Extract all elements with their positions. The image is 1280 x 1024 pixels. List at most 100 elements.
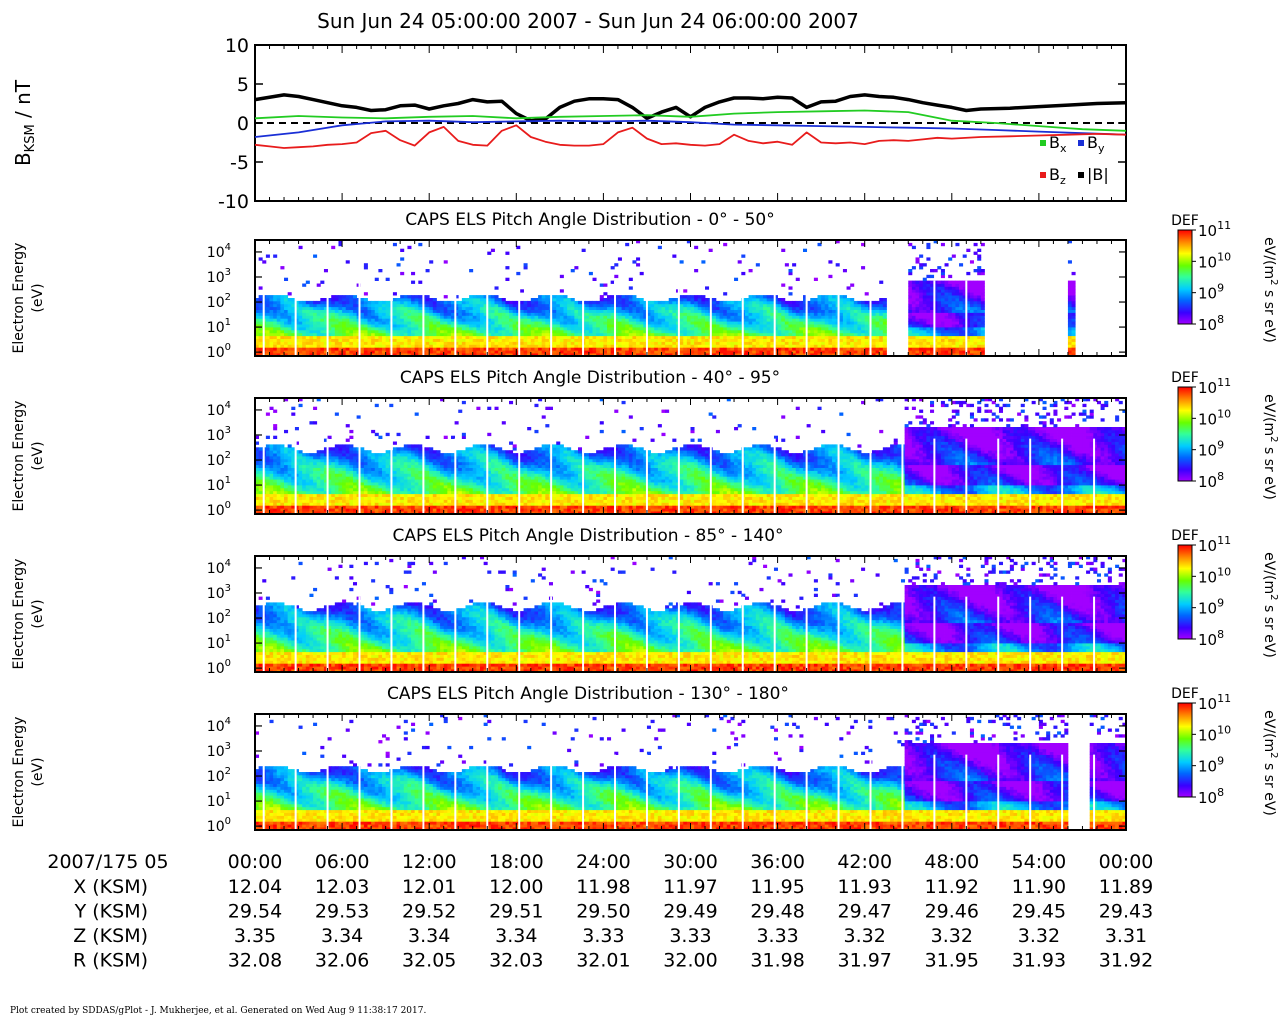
spectrogram-cell <box>414 321 419 325</box>
spectrogram-cell <box>258 303 263 308</box>
spectrogram-cell <box>933 341 938 345</box>
spectrogram-cell <box>429 324 434 328</box>
spectrogram-cell <box>948 292 953 296</box>
spectrogram-cell <box>450 321 456 325</box>
spectrogram-cell <box>530 327 535 331</box>
spectrogram-cell <box>828 324 833 328</box>
spectrogram-cell <box>374 338 379 342</box>
spectrogram-cell <box>552 318 557 322</box>
spectrogram-cell <box>788 335 793 339</box>
spectrogram-cell <box>367 344 372 348</box>
spectrogram-cell <box>879 321 884 325</box>
spectrogram-cell <box>875 324 880 328</box>
spectrogram-cell <box>773 332 778 337</box>
spectrogram-cell <box>552 303 557 308</box>
spectrogram-cell <box>494 286 499 290</box>
spectrogram-cell <box>966 335 971 339</box>
spectrogram-cell <box>933 289 938 293</box>
spectrogram-cell <box>483 335 488 339</box>
spectrogram-cell <box>345 353 350 357</box>
spectrogram-cell <box>723 347 728 351</box>
spectrogram-cell <box>563 324 568 328</box>
spectrogram-cell <box>603 324 608 328</box>
spectrogram-cell <box>712 353 717 357</box>
spectrogram-cell <box>926 350 931 354</box>
spectrogram-cell <box>734 318 739 322</box>
spectrogram-cell <box>578 344 583 348</box>
spectrogram-cell <box>269 444 274 448</box>
spectrogram-cell <box>657 318 662 322</box>
spectrogram-cell <box>316 318 321 322</box>
spectrogram-cell <box>821 329 826 334</box>
spectrogram-cell <box>570 353 575 357</box>
spectrogram-cell <box>752 312 757 316</box>
spectrogram-cell <box>534 324 539 328</box>
spectrogram-cell <box>447 321 452 325</box>
spectrogram-cell <box>639 271 644 276</box>
spectrogram-cell <box>665 332 670 337</box>
spectrogram-cell <box>911 315 916 319</box>
spectrogram-cell <box>628 347 633 351</box>
spectrogram-cell <box>458 303 463 308</box>
spectrogram-cell <box>705 309 710 313</box>
spectrogram-cell <box>977 292 982 296</box>
spectrogram-cell <box>258 298 263 302</box>
spectrogram-cell <box>559 289 564 293</box>
spectrogram-cell <box>610 303 615 308</box>
spectrogram-cell <box>930 350 935 354</box>
spectrogram-cell <box>632 300 637 305</box>
spectrogram-cell <box>911 303 916 308</box>
spectrogram-cell <box>258 479 263 483</box>
spectrogram-cell <box>748 327 753 331</box>
spectrogram-cell <box>342 298 347 302</box>
spectrogram-cell <box>476 312 481 316</box>
spectrogram-cell <box>817 350 822 354</box>
mag-ylabel-main: B <box>11 152 35 166</box>
spectrogram-cell <box>374 321 379 325</box>
spectrogram-cell <box>345 338 350 342</box>
spec-ytick-label: 102 <box>207 292 231 311</box>
spectrogram-cell <box>661 312 666 316</box>
spectrogram-cell <box>679 303 684 308</box>
spectrogram-cell <box>824 350 829 354</box>
spectrogram-cell <box>781 353 786 357</box>
spectrogram-cell <box>781 338 786 342</box>
spectrogram-cell <box>287 458 292 463</box>
spectrogram-cell <box>646 309 651 313</box>
spectrogram-cell <box>821 350 826 354</box>
spectrogram-cell <box>512 324 517 328</box>
spectrogram-cell <box>385 315 390 319</box>
spectrogram-cell <box>258 341 263 345</box>
spectrogram-cell <box>665 353 670 357</box>
spectrogram-cell <box>948 350 953 354</box>
spectrogram-cell <box>730 353 735 357</box>
spec-ytick-base: 10 <box>207 295 225 311</box>
spectrogram-cell <box>777 318 782 322</box>
spectrogram-cell <box>962 335 967 339</box>
spectrogram-cell <box>265 508 270 512</box>
spectrogram-cell <box>476 335 481 339</box>
spectrogram-cell <box>458 341 463 345</box>
spectrogram-cell <box>603 338 608 342</box>
spectrogram-cell <box>969 353 974 357</box>
spectrogram-cell <box>494 295 499 299</box>
spectrogram-cell <box>803 327 808 331</box>
spectrogram-cell <box>574 321 579 325</box>
spectrogram-cell <box>527 318 532 322</box>
spectrogram-cell <box>265 493 270 497</box>
spectrogram-cell <box>302 318 307 322</box>
figure-canvas: Sun Jun 24 05:00:00 2007 - Sun Jun 24 06… <box>11 9 1279 972</box>
spectrogram-cell <box>922 329 927 334</box>
spectrogram-cell <box>661 344 666 348</box>
spectrogram-cell <box>352 327 358 331</box>
spectrogram-cell <box>338 344 343 348</box>
spectrogram-cell <box>280 476 285 480</box>
spectrogram-cell <box>969 283 974 287</box>
spectrogram-cell <box>744 306 749 310</box>
spectrogram-cell <box>948 300 953 305</box>
spectrogram-cell <box>701 309 706 313</box>
spectrogram-cell <box>287 456 292 460</box>
spectrogram-cell <box>799 318 804 322</box>
spectrogram-cell <box>795 312 800 316</box>
